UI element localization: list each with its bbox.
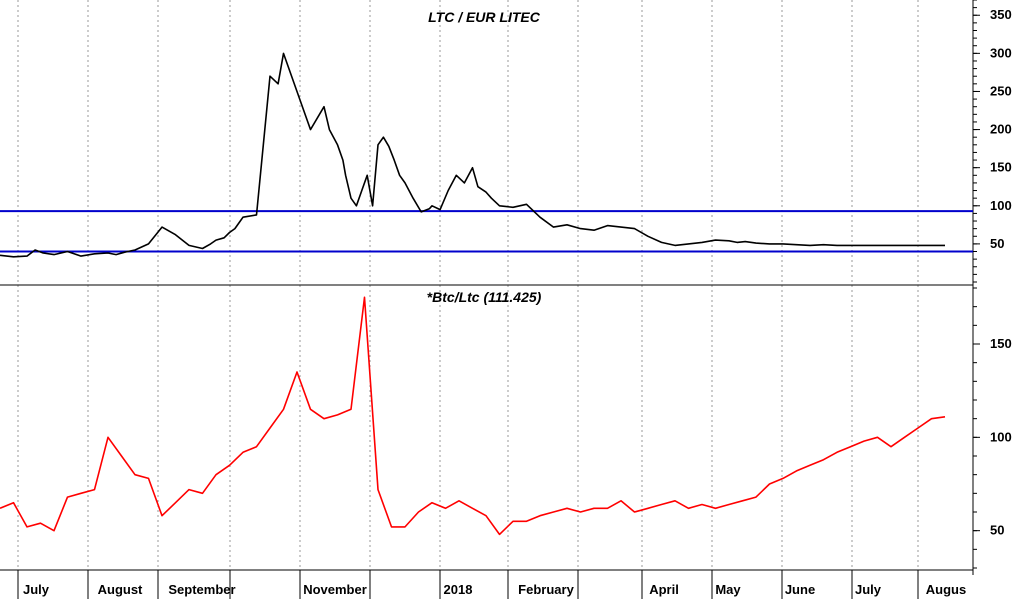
y-tick-label: 350 xyxy=(990,7,1012,22)
x-tick-label: 2018 xyxy=(444,582,473,597)
x-tick-label: Augus xyxy=(926,582,966,597)
x-tick-label: July xyxy=(855,582,882,597)
y-tick-label: 100 xyxy=(990,198,1012,213)
ltc-eur-series xyxy=(0,52,945,258)
y-tick-label: 50 xyxy=(990,523,1004,538)
x-tick-label: September xyxy=(168,582,235,597)
y-tick-label: 100 xyxy=(990,429,1012,444)
y-tick-label: 150 xyxy=(990,160,1012,175)
x-tick-label: August xyxy=(98,582,143,597)
y-tick-label: 200 xyxy=(990,122,1012,137)
upper-chart-title: LTC / EUR LITEC xyxy=(428,9,541,25)
y-tick-label: 150 xyxy=(990,336,1012,351)
x-tick-label: June xyxy=(785,582,815,597)
x-tick-label: May xyxy=(715,582,741,597)
y-tick-label: 250 xyxy=(990,83,1012,98)
series-line xyxy=(0,296,946,536)
btc-ltc-series xyxy=(0,296,946,536)
x-tick-label: November xyxy=(303,582,367,597)
horizontal-reference-lines xyxy=(0,210,973,253)
lower-chart-title: *Btc/Ltc (111.425) xyxy=(427,289,542,305)
series-line xyxy=(0,52,945,258)
lower-y-axis-ticks: 50 100 150 xyxy=(973,287,1012,569)
y-tick-label: 300 xyxy=(990,45,1012,60)
btc-ltc-panel: *Btc/Ltc (111.425) 50 100 150 xyxy=(0,287,1012,569)
ltc-eur-panel: LTC / EUR LITEC 50 100 150 200 250 300 350 xyxy=(0,0,1012,283)
x-tick-label: July xyxy=(23,582,50,597)
upper-y-axis-ticks: 50 100 150 200 250 300 350 xyxy=(973,0,1012,283)
y-tick-label: 50 xyxy=(990,236,1004,251)
x-axis-month-labels: July August September November 2018 February A… xyxy=(17,570,966,599)
x-tick-label: February xyxy=(518,582,574,597)
x-tick-label: April xyxy=(649,582,679,597)
